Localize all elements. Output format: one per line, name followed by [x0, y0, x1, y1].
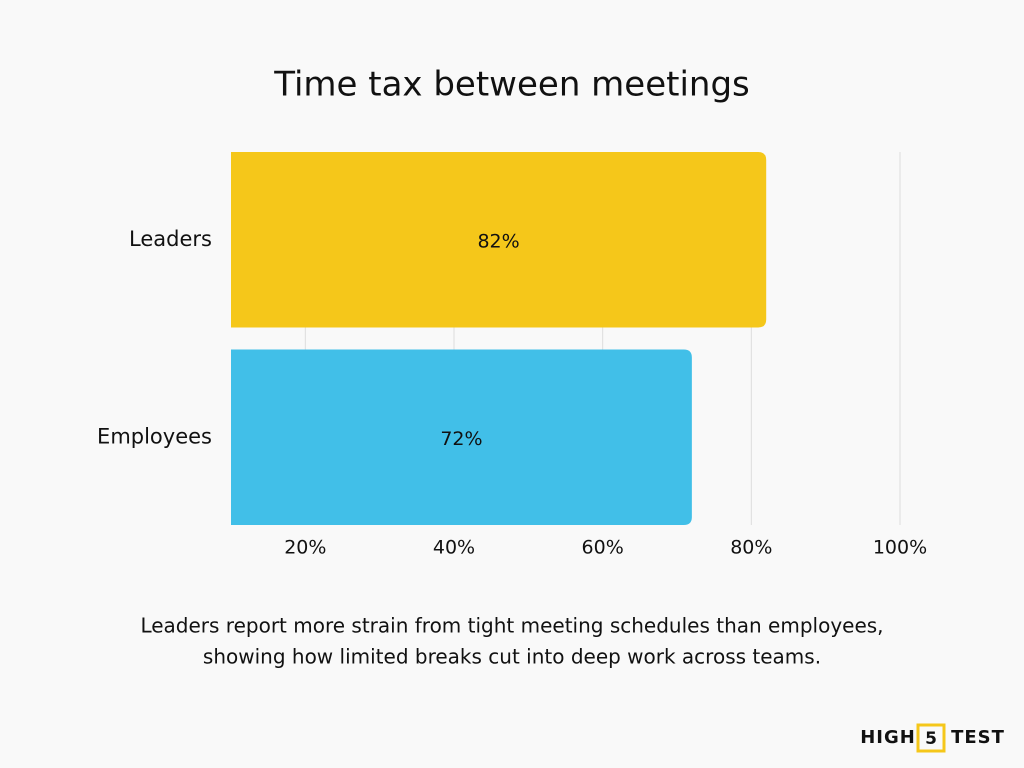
brand-box — [916, 723, 946, 753]
brand-text: HIGH — [860, 727, 916, 748]
chart-title: Time tax between meetings — [273, 65, 750, 105]
y-tick-label: Employees — [97, 424, 212, 448]
annotation: showing how limited breaks cut into deep… — [203, 645, 821, 669]
y-tick-label: Leaders — [129, 227, 212, 251]
x-tick-label: 60% — [582, 537, 624, 559]
x-tick-label: 100% — [873, 537, 927, 559]
value-label: 82% — [477, 230, 519, 252]
bars: Leaders 82% Employees 72% — [97, 152, 767, 525]
x-tick-label: 20% — [284, 537, 326, 559]
brand-logo: HIGH 5 TEST — [860, 723, 1005, 753]
brand-text: TEST — [951, 727, 1005, 748]
x-tick-label: 40% — [433, 537, 475, 559]
x-tick-label: 80% — [730, 537, 772, 559]
brand-text: 5 — [925, 729, 937, 749]
bar — [231, 152, 767, 328]
annotation: Leaders report more strain from tight me… — [140, 614, 883, 638]
bar — [231, 349, 692, 525]
value-label: 72% — [440, 428, 482, 450]
